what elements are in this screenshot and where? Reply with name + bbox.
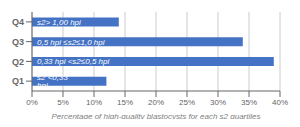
svg-text:0,33 hpi <s2≤0,5 hpi: 0,33 hpi <s2≤0,5 hpi [37,57,109,66]
svg-text:Q2: Q2 [12,57,24,67]
svg-text:Q3: Q3 [12,37,24,47]
svg-text:5%: 5% [57,98,69,107]
svg-text:s2> 1,00 hpi: s2> 1,00 hpi [37,18,81,27]
svg-text:40%: 40% [272,98,288,107]
svg-text:Q1: Q1 [12,76,24,86]
svg-text:Q4: Q4 [12,17,24,27]
svg-text:s2 <0,33hpi: s2 <0,33hpi [37,73,68,90]
svg-text:35%: 35% [241,98,257,107]
svg-text:30%: 30% [210,98,226,107]
svg-text:0%: 0% [26,98,38,107]
svg-text:0,5 hpi ≤s2≤1,0 hpi: 0,5 hpi ≤s2≤1,0 hpi [37,38,105,47]
svg-text:Percentage of high-quality bla: Percentage of high-quality blastocysts f… [51,112,260,119]
svg-text:25%: 25% [179,98,195,107]
svg-text:20%: 20% [148,98,164,107]
svg-text:15%: 15% [117,98,133,107]
svg-text:10%: 10% [86,98,102,107]
